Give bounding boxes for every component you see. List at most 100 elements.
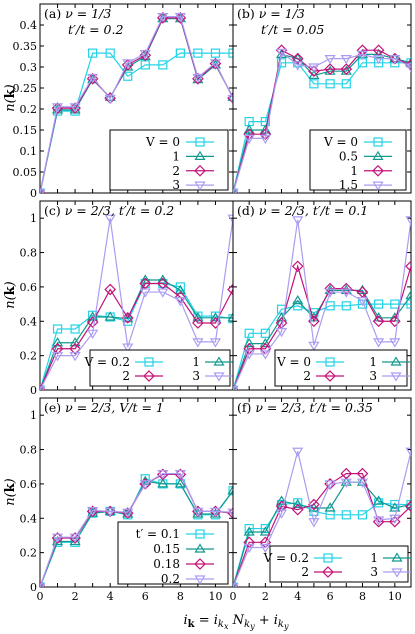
data-point — [192, 317, 204, 329]
data-point — [243, 526, 255, 536]
data-point — [373, 48, 385, 59]
data-point — [193, 48, 203, 58]
legend-label: V = 0.2 — [84, 355, 130, 369]
series-line — [40, 282, 233, 390]
legend-label: 3 — [172, 178, 180, 192]
data-point — [340, 282, 353, 295]
data-point — [308, 498, 320, 511]
x-tick-label: 6 — [327, 590, 334, 603]
legend-marker — [195, 529, 205, 539]
legend-box — [274, 349, 408, 387]
legend-label: V = 0 — [276, 355, 311, 369]
x-tick-label: 4 — [294, 590, 301, 603]
data-point — [292, 498, 304, 509]
data-point — [243, 124, 255, 134]
data-point — [293, 498, 303, 508]
y-tick-label: 0.4 — [20, 19, 38, 32]
data-point — [228, 486, 233, 496]
data-point — [157, 13, 169, 23]
y-tick-label: 0.8 — [20, 247, 38, 260]
data-point — [174, 470, 186, 480]
series-3 — [233, 216, 411, 390]
data-point — [121, 59, 134, 71]
x-tick-label: 6 — [142, 590, 149, 603]
legend-label: 1 — [350, 164, 358, 178]
data-point — [324, 288, 336, 298]
series-line — [233, 473, 411, 587]
y-tick-label: 0.4 — [20, 315, 38, 328]
data-point — [243, 134, 255, 145]
data-point — [192, 338, 204, 348]
legend-marker — [324, 370, 336, 382]
data-point — [104, 507, 116, 518]
legend-marker — [213, 356, 225, 366]
y-tick-label: 0.25 — [13, 82, 38, 95]
data-point — [291, 52, 304, 65]
data-point — [157, 470, 169, 480]
legend-marker — [194, 150, 206, 160]
data-point — [227, 508, 233, 518]
x-tick-label: 8 — [359, 590, 366, 603]
data-point — [139, 480, 151, 490]
legend-marker — [390, 372, 402, 382]
data-point — [259, 337, 271, 348]
data-point — [157, 288, 169, 298]
data-point — [340, 288, 352, 298]
data-point — [340, 478, 352, 488]
data-point — [86, 316, 99, 328]
y-axis-label-bot: n(k) — [3, 478, 18, 506]
legend-marker — [373, 137, 383, 147]
data-point — [275, 509, 288, 519]
x-tick-label: 0 — [37, 590, 44, 603]
plot-frame — [232, 397, 412, 588]
y-tick-label: 0.8 — [20, 444, 38, 457]
panel-c: 0 0.2 0.4 0.6 0.8 1 (c) ν = 2/3, t′/t = 0.2 V =… — [20, 200, 234, 397]
data-point — [244, 328, 254, 338]
data-point — [405, 260, 411, 273]
data-point — [227, 283, 233, 296]
legend-label: V = 0 — [145, 135, 180, 149]
data-point — [276, 58, 287, 68]
legend-label: 0.15 — [153, 542, 180, 556]
x-axis-label: ik = ikx Nky + iky — [183, 613, 289, 631]
legend-marker — [322, 566, 334, 578]
data-point — [51, 103, 64, 113]
data-point — [308, 518, 320, 528]
x-tick-label: 0 — [230, 590, 237, 603]
data-point — [123, 71, 133, 81]
series-3 — [233, 48, 411, 193]
y-tick-label: 0 — [30, 384, 37, 397]
panel-e: 0 2 4 6 8 10 0 0.2 0.4 0.6 0.8 1 (e) ν = 2/3, V/t = … — [20, 397, 234, 603]
data-point — [259, 350, 271, 360]
series-line — [233, 62, 411, 193]
legend-label: 2 — [301, 565, 309, 579]
data-point — [275, 495, 288, 505]
panel-annotation-2: t′/t = 0.05 — [261, 22, 324, 37]
data-point — [341, 79, 351, 89]
series-line — [233, 264, 411, 390]
data-point — [104, 505, 116, 516]
legend: V = 00.511.5 — [309, 129, 407, 192]
data-point — [405, 289, 411, 300]
legend-box — [309, 129, 407, 191]
legend-label: 2 — [172, 164, 180, 178]
panel-annotation: (d) ν = 2/3, t′/t = 0.1 — [237, 203, 368, 218]
legend-label: 1 — [370, 551, 378, 565]
x-tick-label: 2 — [72, 590, 79, 603]
data-point — [356, 478, 369, 488]
y-tick-label: 0.2 — [20, 350, 38, 363]
legend-marker — [194, 558, 206, 570]
series-3 — [40, 214, 233, 390]
legend-marker — [144, 357, 154, 367]
data-point — [210, 48, 221, 58]
data-point — [105, 48, 115, 58]
data-point — [87, 506, 99, 517]
data-point — [104, 214, 116, 224]
data-point — [340, 63, 353, 75]
data-point — [291, 503, 304, 516]
data-point — [324, 480, 336, 490]
data-point — [325, 79, 335, 89]
data-point — [52, 324, 63, 334]
